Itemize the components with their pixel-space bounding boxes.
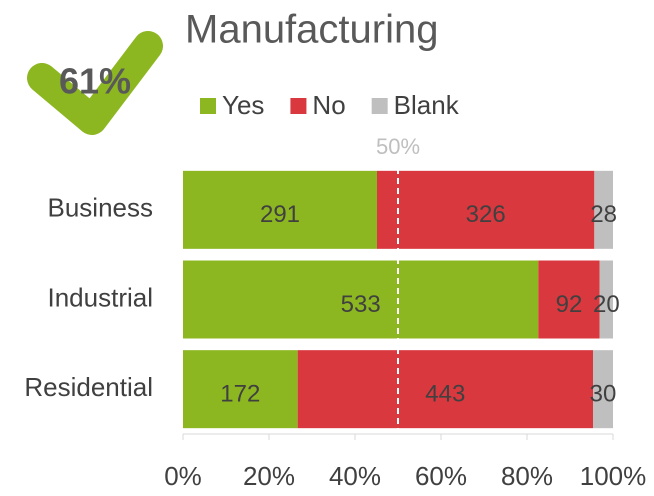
data-label: 533 (341, 291, 381, 318)
legend-label: Blank (394, 90, 460, 120)
legend-swatch (200, 98, 216, 114)
x-tick-label: 20% (243, 461, 295, 491)
bar-segment (297, 350, 593, 429)
x-tick-label: 100% (580, 461, 647, 491)
data-label: 172 (220, 381, 260, 408)
badge-check (27, 31, 163, 135)
bar-segment (599, 260, 613, 339)
legend-label: Yes (222, 90, 264, 120)
y-tick-label: Industrial (48, 282, 154, 312)
x-tick-label: 0% (164, 461, 202, 491)
bar-segment (594, 170, 613, 249)
badge-label: 61% (59, 61, 131, 102)
bar-segment (377, 170, 595, 249)
legend-swatch (371, 98, 388, 114)
data-label: 326 (466, 201, 506, 228)
data-label: 443 (425, 381, 465, 408)
bar-segment (183, 170, 377, 249)
bar-segment (183, 260, 539, 339)
x-tick-label: 60% (415, 461, 467, 491)
data-label: 30 (590, 381, 617, 408)
y-tick-label: Business (48, 193, 154, 223)
x-tick-label: 40% (329, 461, 381, 491)
bar-segment (183, 350, 298, 429)
data-label: 28 (590, 201, 617, 228)
data-label: 92 (556, 291, 583, 318)
bar-segment (593, 350, 613, 429)
legend-swatch (290, 98, 307, 114)
x-tick-label: 80% (501, 461, 553, 491)
y-tick-label: Residential (24, 372, 153, 402)
data-label: 291 (260, 201, 300, 228)
bar-segment (538, 260, 600, 339)
reference-label: 50% (376, 134, 420, 159)
legend-label: No (312, 90, 345, 120)
chart-title: Manufacturing (185, 8, 438, 52)
data-label: 20 (593, 291, 620, 318)
